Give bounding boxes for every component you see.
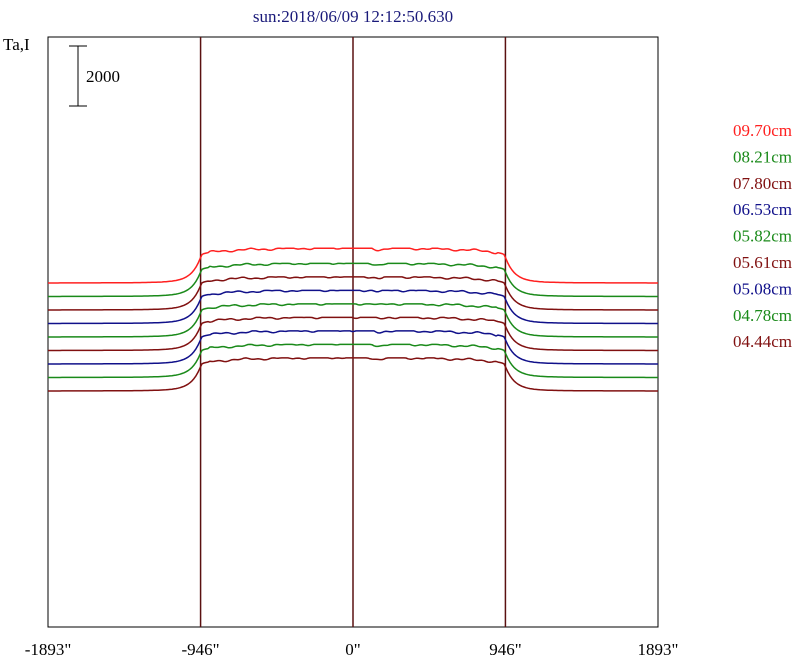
legend-entry-5: 05.61cm: [733, 253, 792, 272]
series-line-5: [48, 316, 658, 352]
x-tick-label-1: -946": [182, 640, 220, 659]
series-curves: [48, 247, 658, 392]
legend-entry-6: 05.08cm: [733, 279, 792, 298]
series-line-0: [48, 247, 658, 284]
series-line-4: [48, 303, 658, 338]
y-axis-label: Ta,I: [3, 35, 30, 54]
x-tick-label-0: -1893": [25, 640, 72, 659]
x-tick-labels: -1893" -946" 0" 946" 1893": [25, 640, 679, 659]
series-line-8: [48, 357, 658, 392]
series-line-6: [48, 330, 658, 365]
series-line-2: [48, 276, 658, 311]
scale-bar: 2000: [69, 45, 120, 107]
legend-entry-7: 04.78cm: [733, 306, 792, 325]
series-line-7: [48, 343, 658, 379]
x-tick-label-3: 946": [489, 640, 521, 659]
series-line-1: [48, 262, 658, 298]
scale-bar-label: 2000: [86, 67, 120, 86]
legend-entry-0: 09.70cm: [733, 121, 792, 140]
series-line-3: [48, 289, 658, 325]
chart-title: sun:2018/06/09 12:12:50.630: [253, 7, 453, 26]
legend-entry-4: 05.82cm: [733, 227, 792, 246]
legend-entry-3: 06.53cm: [733, 200, 792, 219]
legend-entry-1: 08.21cm: [733, 147, 792, 166]
x-tick-label-4: 1893": [638, 640, 679, 659]
legend: 09.70cm 08.21cm 07.80cm 06.53cm 05.82cm 05.61…: [733, 121, 792, 351]
legend-entry-2: 07.80cm: [733, 174, 792, 193]
x-tick-label-2: 0": [345, 640, 360, 659]
legend-entry-8: 04.44cm: [733, 332, 792, 351]
